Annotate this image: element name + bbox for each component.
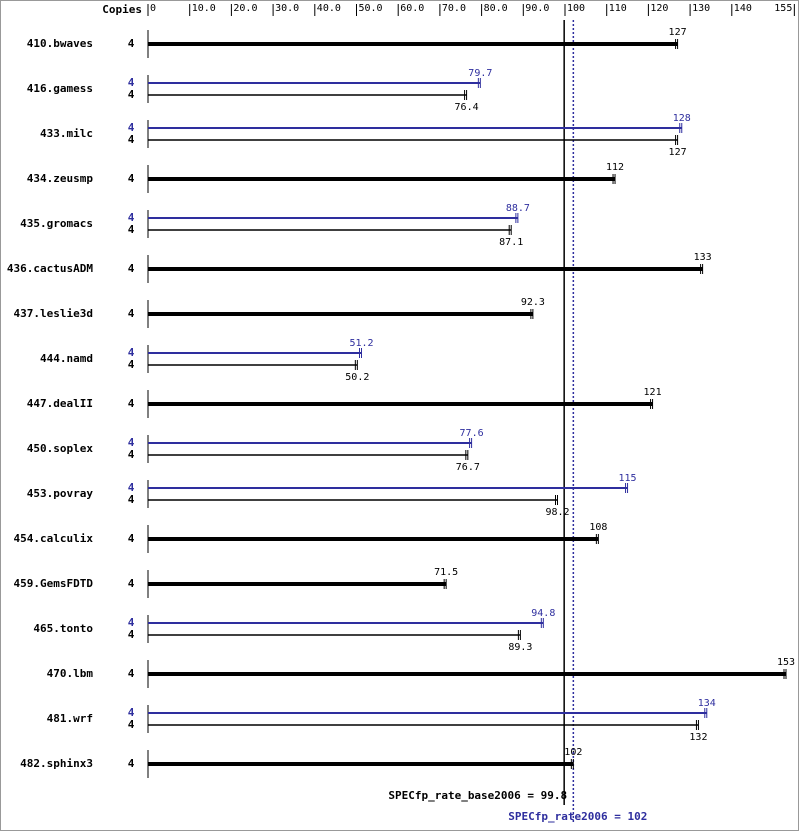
x-tick-label: 155 — [774, 3, 792, 14]
value-label: 76.7 — [456, 462, 480, 473]
x-tick-label: 30.0 — [275, 3, 299, 14]
x-tick-label: 60.0 — [400, 3, 424, 14]
copies: 4 — [128, 76, 135, 89]
benchmark-name: 459.GemsFDTD — [14, 577, 94, 590]
value-label: 132 — [689, 732, 707, 743]
benchmark-name: 454.calculix — [14, 532, 94, 545]
reference-label: SPECfp_rate_base2006 = 99.8 — [388, 789, 567, 802]
benchmark-name: 435.gromacs — [20, 217, 93, 230]
copies: 4 — [128, 37, 135, 50]
value-label: 51.2 — [349, 338, 373, 349]
copies: 4 — [128, 532, 135, 545]
copies: 4 — [128, 121, 135, 134]
value-label: 134 — [698, 698, 716, 709]
value-label: 112 — [606, 162, 624, 173]
value-label: 79.7 — [468, 68, 492, 79]
x-tick-label: 90.0 — [525, 3, 549, 14]
x-tick-label: 40.0 — [317, 3, 341, 14]
benchmark-name: 450.soplex — [27, 442, 94, 455]
benchmark-name: 436.cactusADM — [7, 262, 93, 275]
benchmark-name: 470.lbm — [47, 667, 94, 680]
value-label: 76.4 — [455, 102, 479, 113]
value-label: 50.2 — [345, 372, 369, 383]
copies: 4 — [128, 628, 135, 641]
x-tick-label: 130 — [692, 3, 710, 14]
benchmark-name: 447.dealII — [27, 397, 93, 410]
benchmark-name: 482.sphinx3 — [20, 757, 93, 770]
x-tick-label: 70.0 — [442, 3, 466, 14]
x-tick-label: 50.0 — [359, 3, 383, 14]
reference-label: SPECfp_rate2006 = 102 — [508, 810, 647, 823]
benchmark-name: 433.milc — [40, 127, 93, 140]
copies-header: Copies — [102, 3, 142, 16]
copies: 4 — [128, 577, 135, 590]
benchmark-name: 465.tonto — [33, 622, 93, 635]
copies: 4 — [128, 448, 135, 461]
copies: 4 — [128, 667, 135, 680]
value-label: 92.3 — [521, 297, 545, 308]
copies: 4 — [128, 346, 135, 359]
x-tick-label: 120 — [650, 3, 668, 14]
benchmark-name: 434.zeusmp — [27, 172, 94, 185]
copies: 4 — [128, 397, 135, 410]
copies: 4 — [128, 481, 135, 494]
x-tick-label: 100 — [567, 3, 585, 14]
copies: 4 — [128, 262, 135, 275]
value-label: 98.2 — [545, 507, 569, 518]
value-label: 88.7 — [506, 203, 530, 214]
copies: 4 — [128, 211, 135, 224]
copies: 4 — [128, 133, 135, 146]
x-tick-label: 20.0 — [233, 3, 257, 14]
copies: 4 — [128, 88, 135, 101]
copies: 4 — [128, 223, 135, 236]
copies: 4 — [128, 307, 135, 320]
value-label: 121 — [644, 387, 662, 398]
copies: 4 — [128, 616, 135, 629]
copies: 4 — [128, 706, 135, 719]
x-tick-label: 80.0 — [484, 3, 508, 14]
copies: 4 — [128, 172, 135, 185]
value-label: 128 — [673, 113, 691, 124]
benchmark-name: 437.leslie3d — [14, 307, 93, 320]
x-tick-label: 140 — [734, 3, 752, 14]
value-label: 89.3 — [508, 642, 532, 653]
x-tick-label: 110 — [609, 3, 627, 14]
copies: 4 — [128, 718, 135, 731]
copies: 4 — [128, 493, 135, 506]
value-label: 127 — [669, 27, 687, 38]
value-label: 102 — [564, 747, 582, 758]
benchmark-name: 416.gamess — [27, 82, 93, 95]
copies: 4 — [128, 757, 135, 770]
value-label: 94.8 — [531, 608, 555, 619]
value-label: 71.5 — [434, 567, 458, 578]
benchmark-name: 444.namd — [40, 352, 93, 365]
value-label: 108 — [589, 522, 607, 533]
value-label: 87.1 — [499, 237, 523, 248]
value-label: 77.6 — [460, 428, 484, 439]
benchmark-name: 410.bwaves — [27, 37, 93, 50]
value-label: 127 — [669, 147, 687, 158]
benchmark-name: 453.povray — [27, 487, 94, 500]
value-label: 115 — [619, 473, 637, 484]
copies: 4 — [128, 358, 135, 371]
copies: 4 — [128, 436, 135, 449]
value-label: 133 — [694, 252, 712, 263]
x-tick-label: 10.0 — [192, 3, 216, 14]
benchmark-name: 481.wrf — [47, 712, 93, 725]
value-label: 153 — [777, 657, 795, 668]
x-tick-label: 0 — [150, 3, 156, 14]
